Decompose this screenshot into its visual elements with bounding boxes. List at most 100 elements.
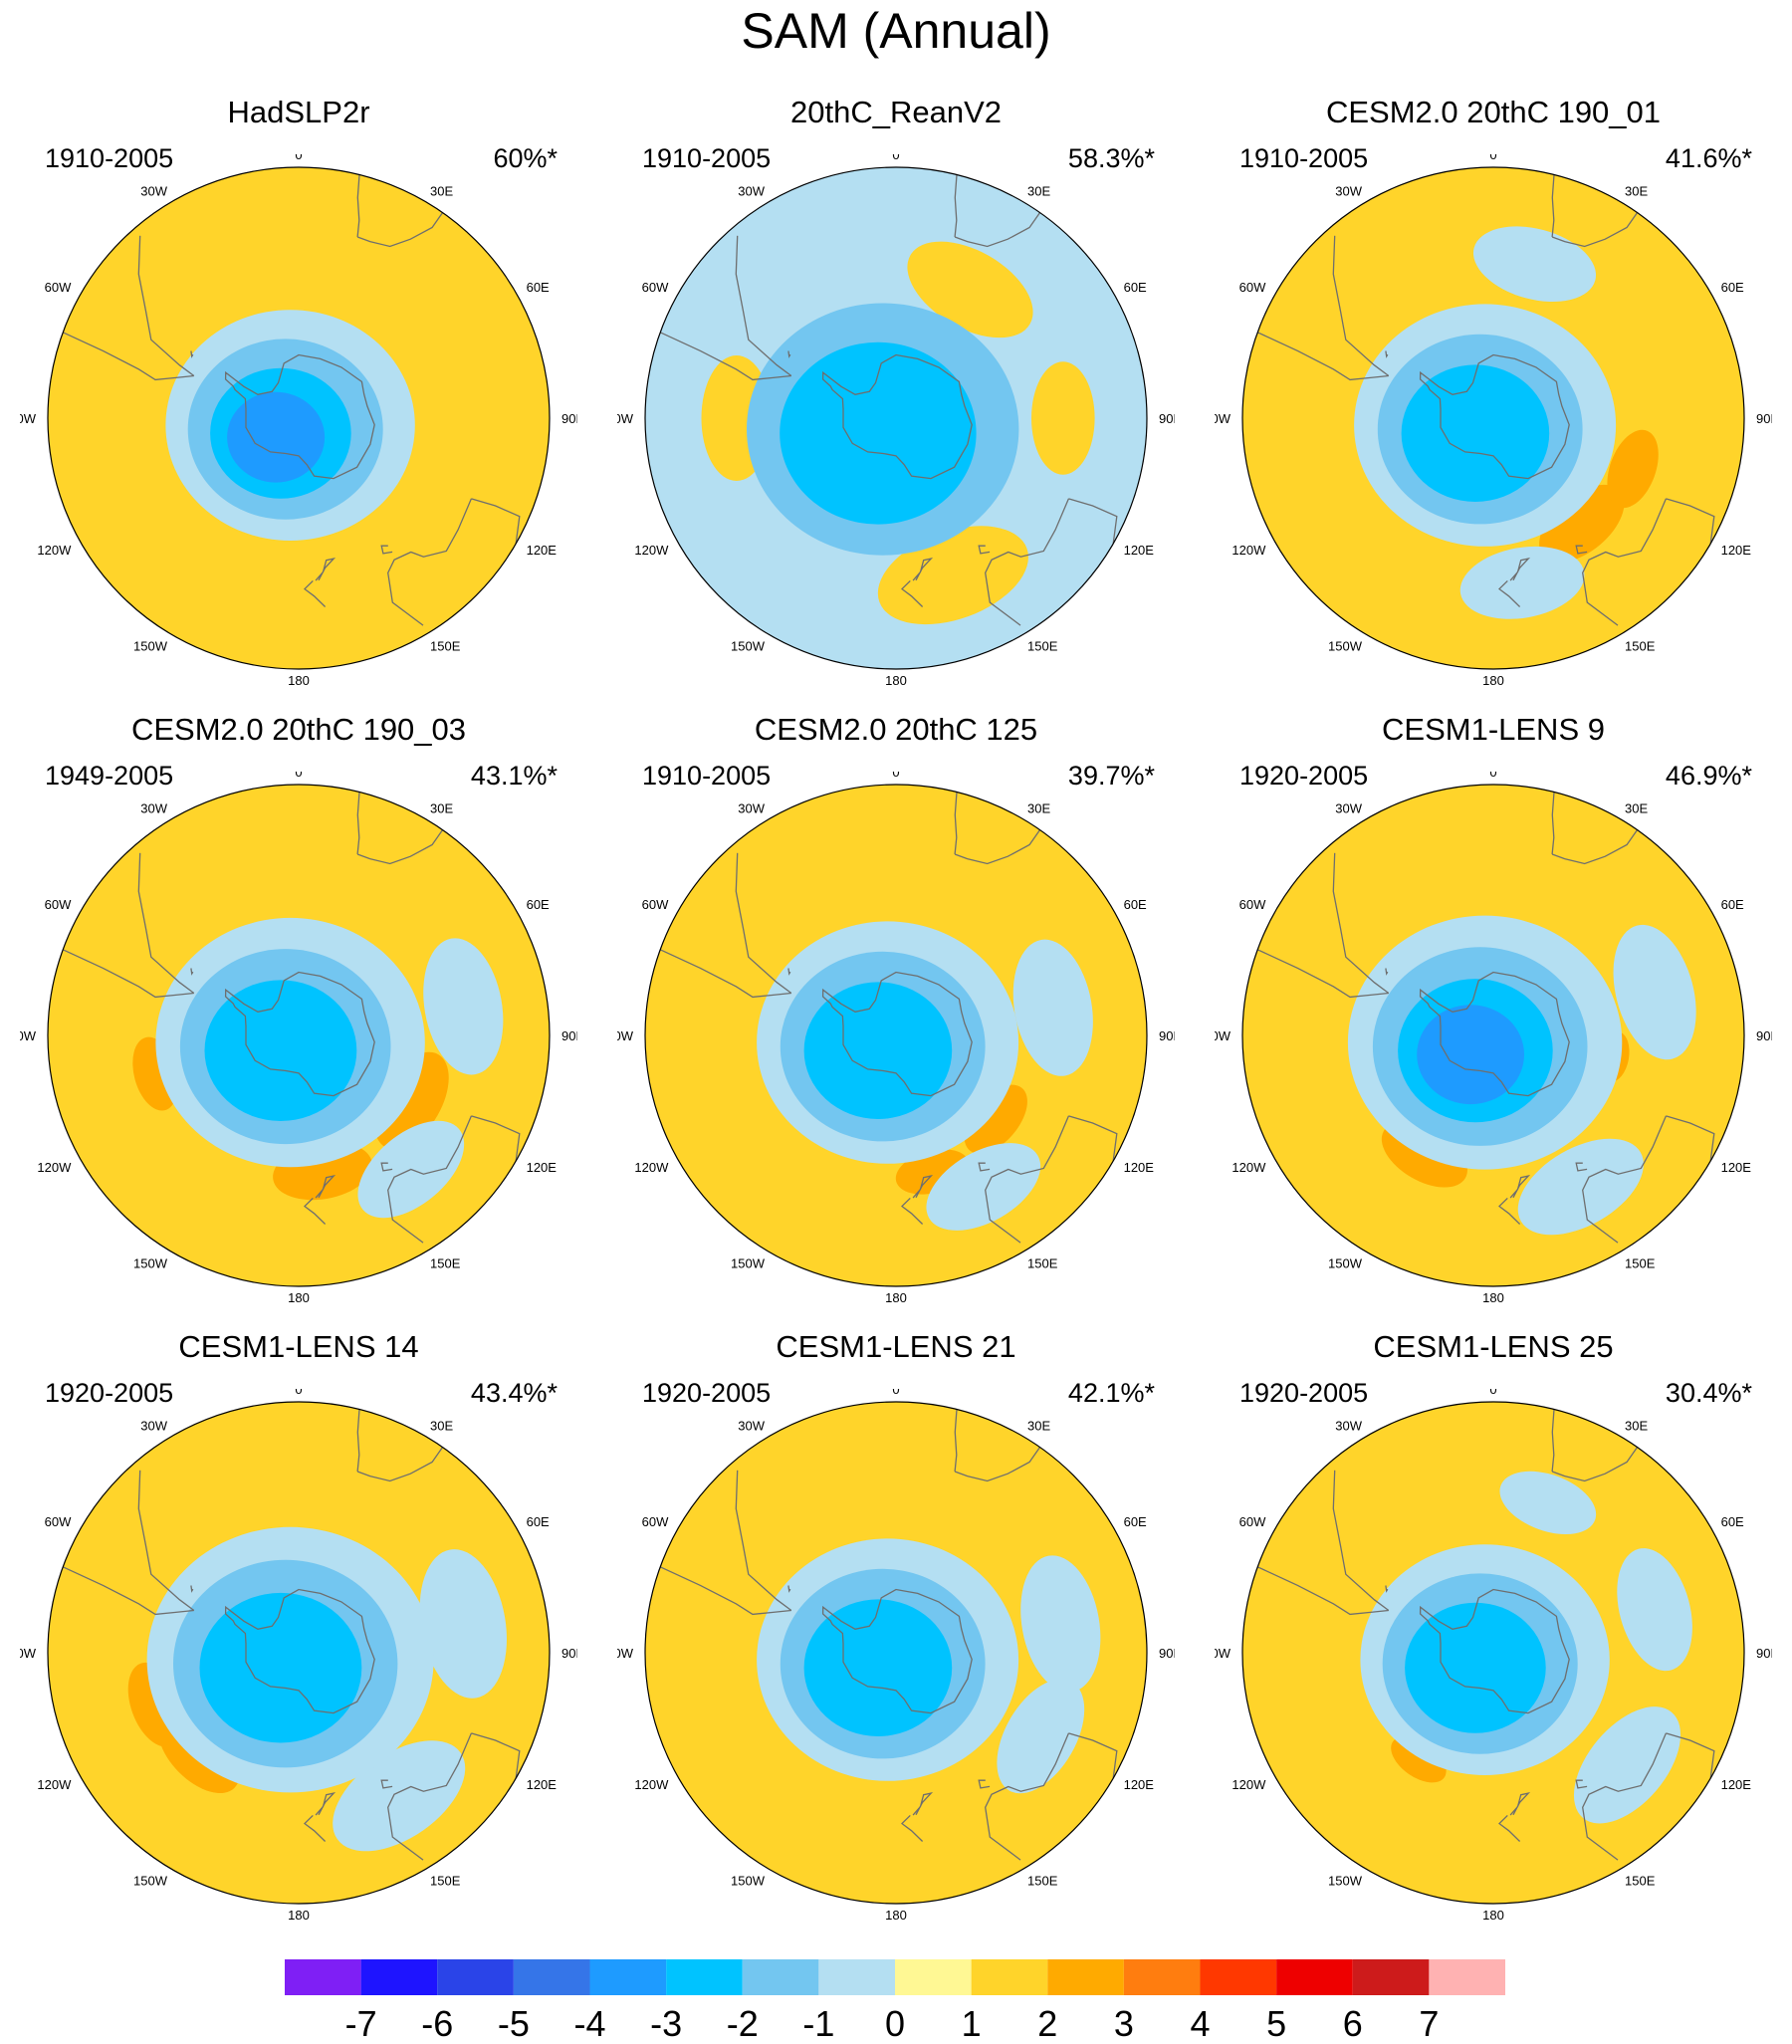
antarctica-coastline	[821, 353, 973, 480]
contour-feature	[1459, 546, 1585, 619]
meridian-label: 60E	[1124, 897, 1147, 912]
meridian-label: 120E	[1721, 543, 1752, 558]
panel-period: 1910-2005	[1239, 143, 1369, 173]
coastline	[1256, 332, 1389, 381]
map-panel: CESM2.0 20thC 190_03 1949-2005 43.1%* 0 30E 6…	[0, 712, 597, 1329]
coastline	[315, 1792, 336, 1816]
panel-title: CESM1-LENS 9	[1382, 712, 1605, 747]
meridian-label: 60W	[642, 1514, 669, 1529]
antarctica-coastline	[1419, 1588, 1570, 1714]
coastline	[1332, 1470, 1390, 1612]
contour-feature	[1617, 1548, 1692, 1672]
contour-feature	[1030, 361, 1095, 475]
meridian-label: 120E	[1721, 1160, 1752, 1175]
panel-variance: 60%*	[493, 143, 558, 173]
coastline	[659, 332, 791, 381]
contour-ring	[1401, 364, 1550, 502]
contour-ring	[1405, 1602, 1546, 1733]
polar-map: 0 30E 60E 90E 120E 150E 180 150W 120W 90W 60W 30W	[617, 772, 1175, 1305]
colorbar-box	[1047, 1959, 1124, 1995]
colorbar-box	[360, 1959, 438, 1995]
meridian-label: 60W	[1239, 1514, 1266, 1529]
coastline	[62, 949, 194, 999]
contour-feature	[1613, 924, 1696, 1060]
contour-feature	[997, 1679, 1085, 1794]
antarctica-coastline	[1419, 353, 1570, 480]
contour-feature	[926, 1143, 1041, 1231]
meridian-label: 90W	[617, 1028, 634, 1043]
meridian-label: 90E	[1756, 1646, 1772, 1661]
meridian-label: 120E	[527, 1160, 558, 1175]
coastline	[978, 545, 991, 555]
contour-feature	[1499, 1471, 1597, 1535]
coastline	[1551, 829, 1639, 865]
colorbar-tick-label: 1	[961, 2003, 982, 2044]
meridian-label: 120E	[527, 543, 558, 558]
coastline	[735, 852, 792, 995]
meridian-label: 120E	[1124, 543, 1155, 558]
meridian-label: 90W	[20, 1646, 37, 1661]
colorbar-box	[1352, 1959, 1430, 1995]
meridian-label: 150W	[133, 1874, 168, 1889]
polar-map: 0 30E 60E 90E 120E 150E 180 150W 120W 90W 60W 30W	[1215, 772, 1772, 1305]
contour-feature	[1472, 226, 1597, 302]
contour-ring	[227, 391, 326, 483]
coastline	[1385, 1585, 1389, 1593]
colorbar-tick-label: -6	[421, 2003, 454, 2044]
colorbar-box	[285, 1959, 361, 1995]
coastline	[659, 1566, 791, 1616]
meridian-label: 150E	[430, 639, 461, 654]
meridian-label: 60W	[642, 280, 669, 295]
meridian-label: 0	[892, 154, 899, 162]
map-border	[644, 1401, 1148, 1905]
antarctica-coastline	[224, 353, 375, 480]
map-panel: CESM2.0 20thC 190_01 1910-2005 41.6%* 0 30E 6…	[1195, 95, 1792, 712]
coastline	[954, 792, 958, 855]
meridian-label: 90E	[1159, 1646, 1175, 1661]
coastline	[787, 968, 791, 976]
antarctica-coastline	[224, 971, 375, 1097]
coastline	[304, 1197, 327, 1225]
meridian-label: 120E	[1124, 1160, 1155, 1175]
coastline	[1551, 1447, 1639, 1482]
colorbar-tick-label: 6	[1342, 2003, 1363, 2044]
coastline	[1582, 1115, 1667, 1244]
meridian-label: 150E	[1625, 1256, 1656, 1271]
meridian-label: 120W	[1232, 543, 1266, 558]
meridian-label: 0	[892, 772, 899, 780]
meridian-label: 0	[1489, 772, 1496, 780]
panel-period: 1920-2005	[642, 1378, 772, 1408]
coastline	[62, 1566, 194, 1616]
meridian-label: 90E	[561, 411, 577, 426]
coastline	[1551, 174, 1555, 238]
meridian-label: 30W	[738, 1418, 765, 1433]
meridian-label: 0	[295, 1389, 302, 1397]
colorbar-tick-label: 7	[1419, 2003, 1440, 2044]
coastline	[471, 1732, 521, 1779]
meridian-label: 120W	[634, 1777, 669, 1792]
coastline	[978, 1162, 991, 1172]
panel-variance: 46.9%*	[1665, 761, 1752, 791]
meridian-label: 60E	[527, 280, 550, 295]
coastline	[1332, 852, 1390, 995]
coastline	[1332, 235, 1390, 377]
panel-variance: 41.6%*	[1665, 143, 1752, 173]
coastline	[387, 1732, 472, 1861]
colorbar-tick-label: 4	[1190, 2003, 1211, 2044]
contour-feature	[1012, 939, 1093, 1076]
meridian-label: 60W	[642, 897, 669, 912]
coastline	[1498, 579, 1521, 607]
meridian-label: 120W	[634, 543, 669, 558]
panel-variance: 42.1%*	[1067, 1378, 1155, 1408]
meridian-label: 60E	[1124, 280, 1147, 295]
meridian-label: 90W	[1215, 411, 1232, 426]
coastline	[954, 212, 1041, 248]
colorbar-box	[742, 1959, 819, 1995]
coastline	[1256, 1566, 1389, 1616]
meridian-label: 30E	[1027, 1418, 1050, 1433]
coastline	[912, 1792, 934, 1816]
meridian-label: 60W	[45, 897, 72, 912]
meridian-label: 120W	[37, 1777, 72, 1792]
coastline	[1068, 498, 1118, 545]
contour-feature	[964, 1084, 1027, 1154]
